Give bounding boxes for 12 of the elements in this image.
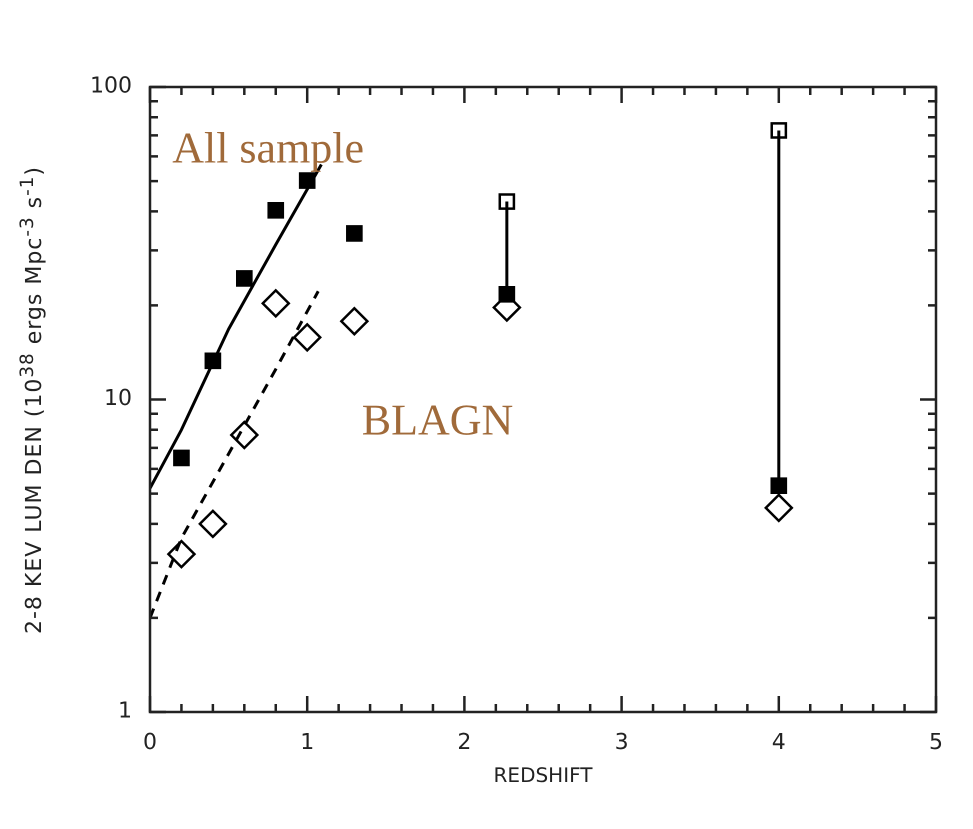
- x-tick-label: 0: [143, 730, 157, 755]
- series-label: All sample: [172, 124, 364, 173]
- y-tick-label: 1: [118, 698, 132, 724]
- x-tick-label: 2: [457, 730, 472, 755]
- x-tick-label: 3: [614, 730, 629, 755]
- x-tick-label: 1: [300, 730, 314, 755]
- y-tick-label: 10: [104, 386, 132, 412]
- x-axis-title: REDSHIFT: [494, 763, 594, 788]
- series-label: BLAGN: [362, 395, 514, 444]
- x-tick-label: 5: [929, 730, 943, 755]
- x-tick-label: 4: [772, 730, 786, 755]
- y-tick-label: 100: [90, 74, 132, 99]
